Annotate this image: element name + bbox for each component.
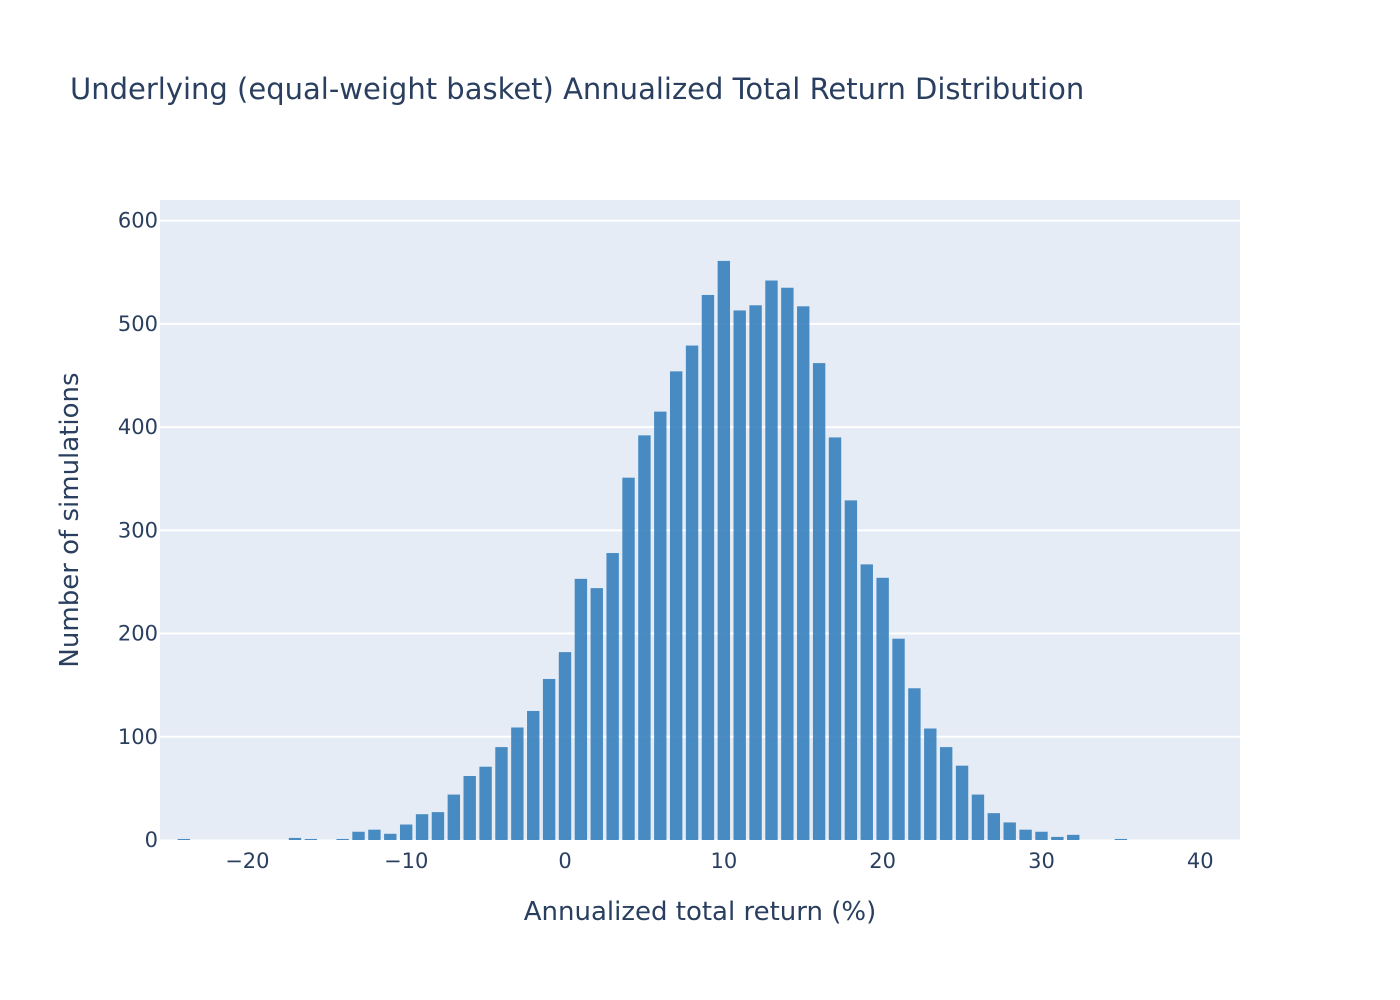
x-tick-label: 30 — [1028, 849, 1055, 873]
histogram-bar — [352, 831, 365, 840]
histogram-bar — [749, 305, 762, 841]
histogram-bar — [781, 287, 794, 840]
histogram-bar — [384, 833, 397, 840]
histogram-bar — [479, 766, 492, 840]
histogram-bar — [908, 688, 921, 840]
histogram-bar — [288, 837, 302, 840]
x-axis-ticks: −20 −10 0 10 20 30 40 — [225, 849, 1213, 873]
bars — [177, 260, 1128, 841]
histogram-bar — [860, 564, 873, 840]
histogram-bar — [399, 824, 413, 840]
histogram-bar — [797, 306, 810, 840]
x-tick-label: −20 — [225, 849, 269, 873]
histogram-bar — [304, 838, 318, 840]
chart-title: Underlying (equal-weight basket) Annuali… — [70, 72, 1084, 106]
histogram-bar — [987, 813, 1001, 840]
histogram-bar — [685, 345, 699, 840]
histogram-bar — [336, 838, 349, 840]
histogram-bar — [828, 437, 842, 840]
histogram-bar — [463, 776, 476, 840]
histogram-bar — [431, 812, 445, 840]
histogram-bar — [558, 652, 572, 840]
histogram-bar — [622, 477, 635, 840]
histogram-bar — [924, 728, 937, 840]
histogram-bar — [590, 588, 603, 840]
x-axis-title: Annualized total return (%) — [524, 897, 877, 927]
x-tick-label: 20 — [869, 849, 896, 873]
histogram-bar — [733, 310, 746, 840]
x-tick-label: 0 — [558, 849, 571, 873]
y-tick-label: 100 — [118, 725, 158, 749]
histogram-bar — [1003, 822, 1016, 840]
histogram-bar — [654, 411, 667, 840]
histogram-bar — [447, 794, 461, 840]
histogram-bar — [574, 578, 588, 840]
histogram-bar — [955, 765, 969, 840]
histogram-bar — [177, 838, 191, 840]
histogram-bar — [511, 727, 524, 840]
histogram-bar — [701, 294, 715, 840]
histogram-bar — [495, 747, 508, 840]
y-tick-label: 300 — [118, 518, 158, 542]
histogram-bar — [939, 747, 953, 840]
histogram-bar — [527, 710, 540, 840]
histogram-bar — [844, 500, 858, 840]
histogram-bar — [765, 280, 778, 841]
histogram-bar — [812, 363, 826, 840]
histogram-bar — [971, 794, 985, 840]
histogram-bar — [415, 814, 429, 840]
histogram-bar — [1067, 834, 1080, 840]
x-tick-label: −10 — [384, 849, 428, 873]
histogram-bar — [892, 638, 905, 840]
x-tick-label: 40 — [1187, 849, 1214, 873]
histogram-bar — [717, 260, 731, 841]
histogram-bar — [1051, 836, 1064, 840]
histogram-bar — [368, 829, 381, 840]
histogram-bar — [1019, 829, 1032, 840]
histogram-bar — [669, 371, 683, 840]
gridlines — [160, 219, 1240, 841]
histogram-bar — [876, 577, 889, 840]
histogram-bar — [1035, 831, 1048, 840]
y-tick-label: 600 — [118, 209, 158, 233]
x-tick-label: 10 — [710, 849, 737, 873]
histogram-bar — [606, 553, 619, 840]
histogram-bar — [638, 435, 651, 840]
y-tick-label: 400 — [118, 415, 158, 439]
y-tick-label: 0 — [145, 828, 158, 852]
y-axis-ticks: 0 100 200 300 400 500 600 — [118, 209, 158, 852]
y-tick-label: 500 — [118, 312, 158, 336]
histogram-bar — [1114, 838, 1128, 840]
y-tick-label: 200 — [118, 622, 158, 646]
y-axis-title: Number of simulations — [55, 372, 85, 667]
plot-area — [160, 200, 1240, 840]
histogram-bar — [542, 678, 556, 840]
